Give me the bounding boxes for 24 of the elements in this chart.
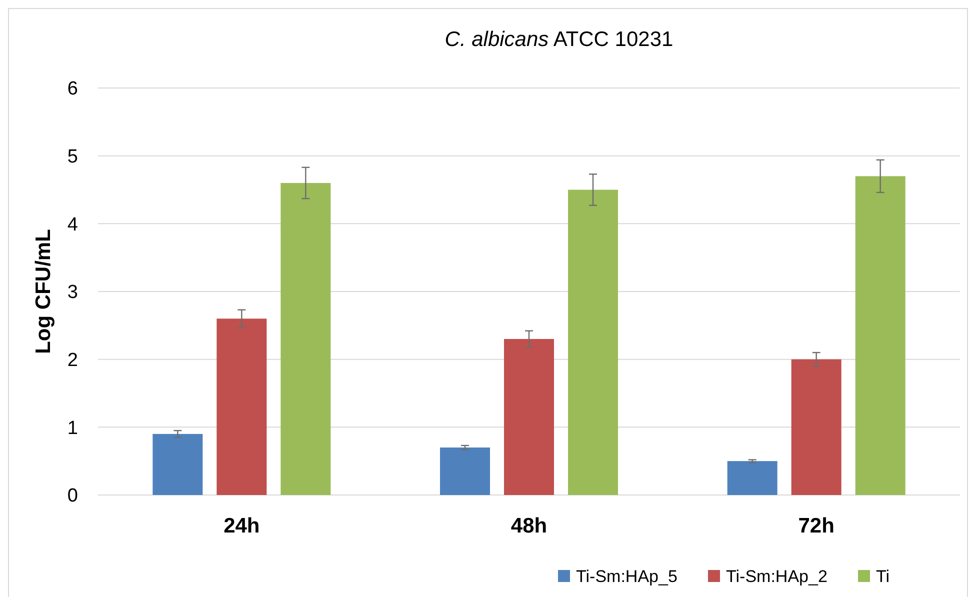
legend-label: Ti xyxy=(876,566,890,586)
y-tick-label: 4 xyxy=(67,214,78,236)
bar xyxy=(216,318,267,495)
bar xyxy=(855,176,906,495)
legend-label: Ti-Sm:HAp_2 xyxy=(726,566,828,586)
x-tick-label: 24h xyxy=(224,514,260,538)
y-axis-title: Log CFU/mL xyxy=(32,228,55,354)
y-tick-label: 3 xyxy=(67,282,78,304)
x-tick-label: 48h xyxy=(510,514,548,538)
chart-title: C. albicans ATCC 10231 xyxy=(444,28,674,51)
bar xyxy=(152,434,203,495)
y-tick-label: 6 xyxy=(67,78,78,100)
x-tick-label: 72h xyxy=(798,514,834,538)
bar xyxy=(504,338,554,495)
bar xyxy=(568,190,618,495)
bar xyxy=(440,448,490,495)
y-tick-label: 5 xyxy=(67,146,78,168)
legend-label: Ti-Sm:HAp_5 xyxy=(576,566,678,586)
bar xyxy=(791,359,842,495)
y-tick-label: 0 xyxy=(67,486,78,507)
y-tick-label: 1 xyxy=(67,418,78,439)
bar xyxy=(727,461,778,495)
bar xyxy=(280,182,331,495)
y-tick-label: 2 xyxy=(67,350,78,371)
